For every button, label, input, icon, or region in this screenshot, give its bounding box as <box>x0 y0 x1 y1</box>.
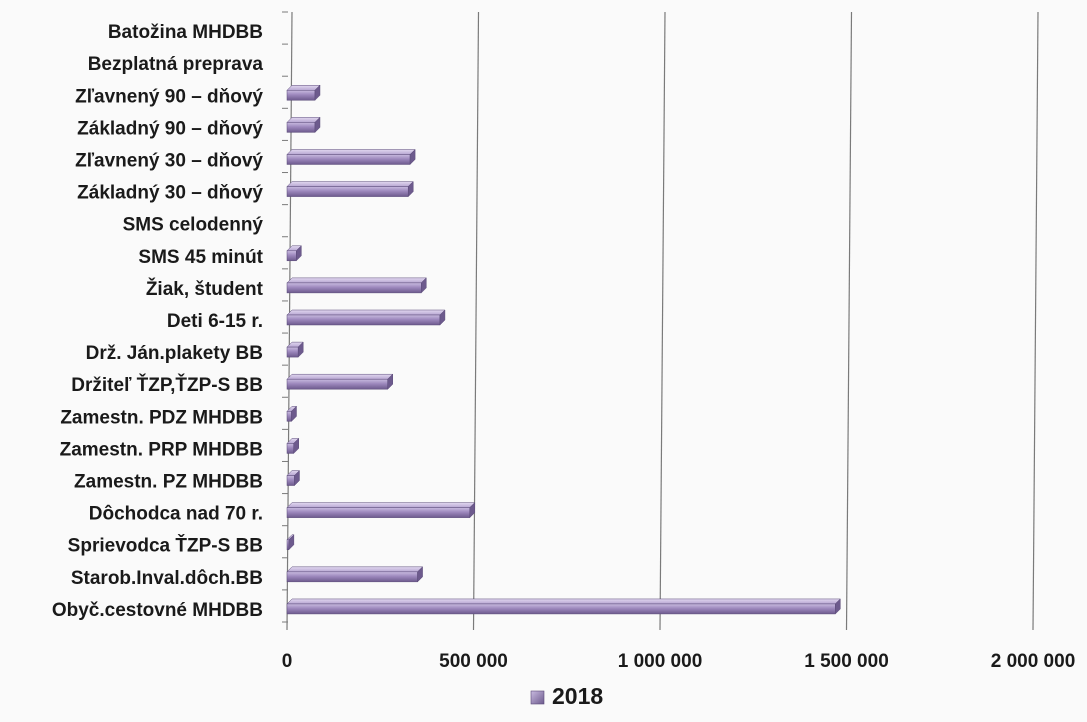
bar-end-face <box>297 341 304 358</box>
bar-end-face <box>469 502 476 519</box>
bar <box>286 469 301 487</box>
bar <box>286 148 416 166</box>
bar-top-face <box>286 309 446 316</box>
bar-front-face <box>286 603 836 615</box>
bar-front-face <box>286 186 409 197</box>
category-label: Bezplatná preprava <box>88 54 264 75</box>
bar-front-face <box>286 378 388 390</box>
category-label: Starob.Inval.dôch.BB <box>71 568 263 589</box>
category-label: Drž. Ján.plakety BB <box>86 343 263 364</box>
bar-end-face <box>387 373 393 390</box>
category-label: Batožina MHDBB <box>108 22 263 43</box>
grid <box>472 11 1039 631</box>
bar-top-face <box>286 277 427 284</box>
category-label: Základný 90 – dňový <box>77 118 263 139</box>
category-label: Zamestn. PRP MHDBB <box>60 439 263 460</box>
bar <box>286 309 446 326</box>
bar <box>286 341 304 358</box>
category-label: Sprievodca ŤZP-S BB <box>68 535 263 557</box>
x-tick-labels: 0 500 000 1 000 000 1 500 000 2 000 000 <box>282 651 1076 672</box>
bar-top-face <box>286 373 394 380</box>
bar-front-face <box>286 250 297 262</box>
bar-front-face <box>286 282 422 294</box>
legend: 2018 <box>530 683 603 709</box>
category-label: SMS celodenný <box>123 215 264 236</box>
bars <box>286 84 841 615</box>
bar-front-face <box>286 571 418 583</box>
category-labels: Batožina MHDBB Bezplatná preprava Zľavnený… <box>52 22 264 621</box>
bar <box>286 598 841 615</box>
bar-end-face <box>296 245 302 262</box>
x-tick-label: 500 000 <box>439 651 508 672</box>
bar-end-face <box>421 277 427 294</box>
bar-top-face <box>286 502 476 508</box>
bar-end-face <box>407 180 414 198</box>
bar-front-face <box>286 443 294 454</box>
legend-label-2018: 2018 <box>552 683 603 709</box>
bar-top-face <box>286 566 424 573</box>
bar <box>286 84 321 101</box>
bar-end-face <box>294 469 300 487</box>
bar <box>286 502 476 519</box>
category-label: Zamestn. PZ MHDBB <box>74 472 263 493</box>
x-tick-label: 1 500 000 <box>804 651 889 672</box>
bar <box>286 405 298 422</box>
bar-front-face <box>286 154 411 165</box>
bar-end-face <box>835 598 841 615</box>
bar-front-face <box>286 507 471 518</box>
category-label: SMS 45 minút <box>138 247 263 268</box>
bar-end-face <box>293 437 299 455</box>
bar-end-face <box>288 534 295 551</box>
bar-front-face <box>286 122 316 133</box>
bar-front-face <box>286 90 316 101</box>
category-label: Držiteľ ŤZP,ŤZP-S BB <box>71 374 263 396</box>
category-label: Žiak, študent <box>146 278 264 300</box>
bar <box>286 245 302 262</box>
bar-end-face <box>417 566 423 583</box>
bar-top-face <box>286 149 416 155</box>
bar-end-face <box>314 116 321 133</box>
bar-top-face <box>286 85 321 91</box>
category-label: Obyč.cestovné MHDBB <box>52 600 263 621</box>
category-label: Zľavnený 90 – dňový <box>75 86 263 107</box>
x-tick-label: 0 <box>282 651 293 672</box>
legend-swatch <box>530 690 545 705</box>
category-label: Základný 30 – dňový <box>77 183 263 204</box>
bar-end-face <box>439 309 446 326</box>
bar-end-face <box>291 405 297 422</box>
gridline <box>845 11 853 631</box>
bar-end-face <box>314 84 321 101</box>
bar <box>286 373 394 390</box>
gridline <box>659 11 666 631</box>
bar-front-face <box>286 346 299 358</box>
bar-top-face <box>286 598 841 605</box>
bar <box>286 534 295 551</box>
bar <box>286 116 321 133</box>
category-label: Deti 6-15 r. <box>167 311 263 332</box>
bar-top-face <box>286 117 321 123</box>
category-label: Dôchodca nad 70 r. <box>89 504 263 525</box>
gridline <box>1032 11 1039 631</box>
bar <box>286 566 424 583</box>
bar <box>286 437 300 455</box>
bar-front-face <box>286 475 295 486</box>
bar-front-face <box>286 411 292 422</box>
x-tick-label: 1 000 000 <box>618 651 703 672</box>
category-label: Zamestn. PDZ MHDBB <box>60 407 263 428</box>
gridline <box>472 11 480 631</box>
bar-top-face <box>286 181 414 187</box>
x-tick-label: 2 000 000 <box>991 651 1076 672</box>
bar <box>286 277 427 294</box>
bar-end-face <box>409 148 416 166</box>
bar-front-face <box>286 314 441 326</box>
bar-front-face <box>286 539 290 550</box>
bar <box>286 180 414 198</box>
category-label: Zľavnený 30 – dňový <box>75 150 263 171</box>
